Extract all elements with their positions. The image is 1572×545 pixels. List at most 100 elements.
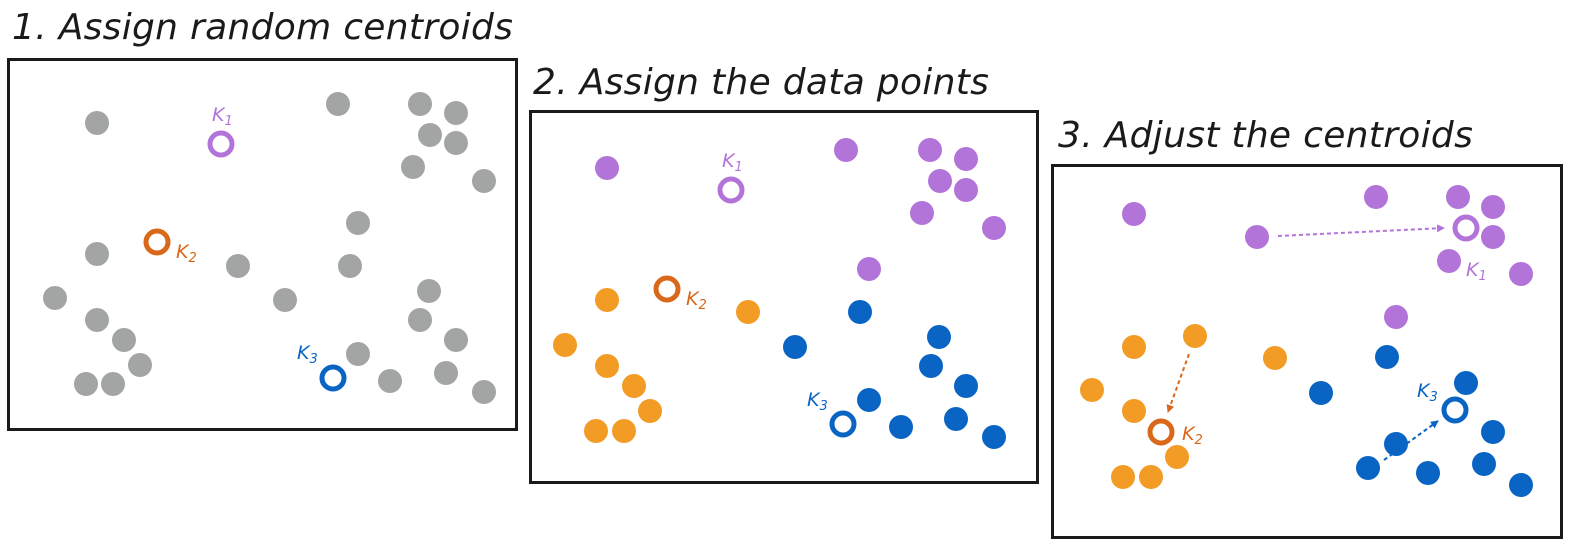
panel-2-title: 2. Assign the data points — [533, 62, 990, 103]
panel-2-data-point-blue — [982, 425, 1006, 449]
panel-1-title: 1. Assign random centroids — [12, 7, 514, 48]
panel-1-data-point-gray — [408, 308, 432, 332]
panel-3-data-point-orange — [1122, 335, 1146, 359]
panel-2-data-point-purple — [857, 257, 881, 281]
panel-3-data-point-blue — [1375, 345, 1399, 369]
panel-2-data-point-blue — [857, 388, 881, 412]
panel-2-data-point-orange — [584, 419, 608, 443]
panel-1-centroid-k1 — [207, 130, 235, 158]
panel-1-data-point-gray — [85, 111, 109, 135]
panel-2-data-point-orange — [553, 333, 577, 357]
panel-1-data-point-gray — [434, 361, 458, 385]
panel-3-data-point-purple — [1245, 225, 1269, 249]
panel-2-data-point-blue — [944, 407, 968, 431]
panel-1-data-point-gray — [326, 92, 350, 116]
panel-3-data-point-purple — [1446, 185, 1470, 209]
panel-2-data-point-purple — [954, 178, 978, 202]
panel-3-data-point-purple — [1481, 195, 1505, 219]
panel-2-data-point-blue — [927, 325, 951, 349]
panel-3-data-point-purple — [1437, 249, 1461, 273]
panel-3-centroid-k1 — [1452, 214, 1480, 242]
panel-2-data-point-orange — [612, 419, 636, 443]
panel-3-data-point-blue — [1472, 452, 1496, 476]
panel-1-centroid-k2-label: K2 — [176, 241, 197, 266]
panel-2-data-point-blue — [954, 374, 978, 398]
panel-1-data-point-gray — [444, 101, 468, 125]
panel-1-data-point-gray — [273, 288, 297, 312]
panel-1-data-point-gray — [128, 353, 152, 377]
panel-1-data-point-gray — [101, 372, 125, 396]
panel-3-data-point-blue — [1309, 381, 1333, 405]
panel-1-data-point-gray — [112, 328, 136, 352]
panel-1-data-point-gray — [85, 308, 109, 332]
panel-1-data-point-gray — [444, 131, 468, 155]
panel-2-data-point-orange — [736, 300, 760, 324]
panel-1-data-point-gray — [417, 279, 441, 303]
panel-3-centroid-k1-label: K1 — [1466, 259, 1487, 284]
panel-3-move-arrow-purple — [1277, 224, 1445, 237]
panel-1-centroid-k3 — [319, 364, 347, 392]
panel-3-title: 3. Adjust the centroids — [1058, 115, 1474, 156]
panel-2-data-point-purple — [982, 216, 1006, 240]
panel-1-centroid-k2 — [143, 228, 171, 256]
panel-2-data-point-blue — [783, 335, 807, 359]
panel-2-centroid-k3-label: K3 — [807, 389, 828, 414]
panel-3-data-point-orange — [1122, 399, 1146, 423]
panel-2-data-point-blue — [919, 354, 943, 378]
panel-3-data-point-purple — [1481, 225, 1505, 249]
panel-3-centroid-k2 — [1147, 418, 1175, 446]
panel-1-centroid-k1-label: K1 — [212, 104, 233, 129]
panel-3-data-point-blue — [1481, 420, 1505, 444]
panel-3-centroid-k3-label: K3 — [1417, 380, 1438, 405]
panel-1-data-point-gray — [43, 286, 67, 310]
panel-3-data-point-purple — [1122, 202, 1146, 226]
panel-2-centroid-k1 — [717, 176, 745, 204]
panel-2-data-point-orange — [638, 399, 662, 423]
panel-1-data-point-gray — [408, 92, 432, 116]
panel-2-data-point-purple — [834, 138, 858, 162]
panel-2-data-point-blue — [889, 415, 913, 439]
panel-1-data-point-gray — [346, 211, 370, 235]
arrows-layer — [1166, 224, 1445, 461]
panel-3-data-point-orange — [1080, 378, 1104, 402]
panel-3-data-point-purple — [1364, 185, 1388, 209]
panel-2-data-point-purple — [910, 201, 934, 225]
panel-2-centroid-k2 — [653, 275, 681, 303]
panel-3-centroid-k3 — [1441, 396, 1469, 424]
panel-2-data-point-blue — [848, 300, 872, 324]
panel-1-data-point-gray — [85, 242, 109, 266]
panel-3-data-point-blue — [1356, 456, 1380, 480]
panel-3-data-point-purple — [1509, 262, 1533, 286]
panel-2-centroid-k1-label: K1 — [722, 150, 743, 175]
panel-3-data-point-orange — [1139, 465, 1163, 489]
panel-1-data-point-gray — [74, 372, 98, 396]
panel-1-data-point-gray — [346, 342, 370, 366]
panel-3-data-point-orange — [1165, 445, 1189, 469]
panel-2-data-point-purple — [954, 147, 978, 171]
panel-3-data-point-orange — [1183, 324, 1207, 348]
panel-3-data-point-blue — [1454, 371, 1478, 395]
panel-1-data-point-gray — [472, 169, 496, 193]
panel-3-data-point-blue — [1416, 461, 1440, 485]
panel-1-data-point-gray — [338, 254, 362, 278]
panel-2-data-point-purple — [918, 138, 942, 162]
panel-3-move-arrow-centroid_orange — [1166, 353, 1190, 413]
panel-1-centroid-k3-label: K3 — [297, 342, 318, 367]
points-layer — [43, 92, 1533, 497]
panel-3-data-point-orange — [1263, 346, 1287, 370]
panel-3-data-point-orange — [1111, 465, 1135, 489]
panel-1-data-point-gray — [226, 254, 250, 278]
panel-3-data-point-purple — [1384, 305, 1408, 329]
panel-2-data-point-orange — [622, 374, 646, 398]
panel-1-data-point-gray — [378, 369, 402, 393]
panel-2-centroid-k3 — [829, 410, 857, 438]
panel-2-data-point-orange — [595, 354, 619, 378]
panel-2-data-point-purple — [928, 169, 952, 193]
panel-1-data-point-gray — [401, 155, 425, 179]
panel-3-data-point-blue — [1384, 432, 1408, 456]
panel-2-data-point-purple — [595, 156, 619, 180]
panel-2-data-point-orange — [595, 288, 619, 312]
panel-3-data-point-blue — [1509, 473, 1533, 497]
panel-2-centroid-k2-label: K2 — [686, 288, 707, 313]
